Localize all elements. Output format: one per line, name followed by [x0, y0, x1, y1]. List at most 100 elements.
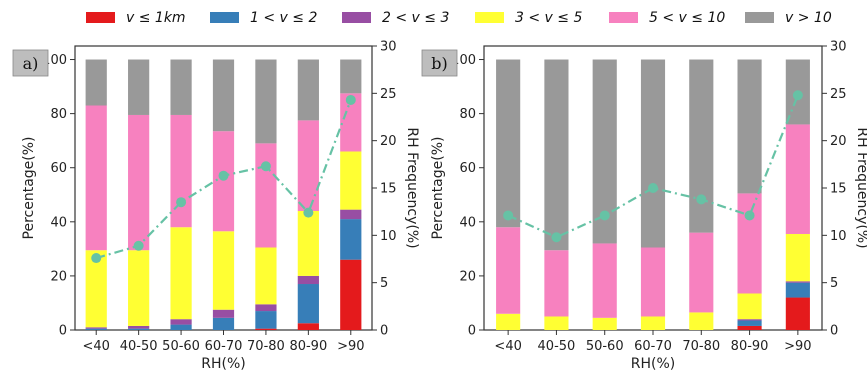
bar-segment: [592, 317, 617, 330]
frequency-point: [551, 232, 562, 243]
bar-segment: [128, 325, 150, 329]
legend-label: 2 < v ≤ 3: [382, 10, 449, 26]
bar-segment: [128, 114, 150, 251]
bar-segment: [640, 247, 666, 317]
bar-segment: [496, 227, 521, 314]
bar-segment: [340, 93, 362, 152]
right-tick-label: 5: [830, 276, 838, 291]
bar-segment: [255, 311, 277, 329]
frequency-point: [696, 194, 707, 205]
bar-segment: [212, 309, 235, 318]
bar-segment: [170, 319, 192, 325]
frequency-point: [176, 197, 187, 208]
bar-segment: [689, 312, 714, 330]
bar-segment: [785, 297, 810, 330]
panel-tag-box: [12, 49, 49, 77]
bar-segment: [128, 250, 150, 326]
bar-segment: [85, 105, 107, 251]
bar-segment: [544, 59, 569, 251]
legend-swatch: [210, 12, 239, 23]
bar-segment: [496, 59, 521, 228]
bar-segment: [340, 151, 362, 210]
x-tick-label: >90: [337, 339, 364, 354]
bar-segment: [212, 317, 235, 330]
bar-segment: [255, 304, 277, 312]
x-tick-label: <40: [494, 339, 521, 354]
bar-segment: [255, 59, 277, 144]
y-axis-title: Percentage(%): [430, 137, 446, 240]
left-tick-label: 20: [459, 269, 476, 284]
left-tick-label: 0: [59, 324, 67, 339]
x-tick-label: 80-90: [731, 339, 769, 354]
x-axis-title: RH(%): [201, 356, 245, 372]
bar-segment: [640, 59, 666, 248]
panel-tag: b): [431, 54, 447, 73]
right-tick-label: 0: [830, 324, 838, 339]
frequency-point: [345, 94, 356, 105]
bar-segment: [785, 233, 810, 282]
frequency-point: [744, 210, 755, 221]
legend-swatch: [745, 12, 774, 23]
frequency-point: [218, 170, 229, 181]
bar-segment: [170, 114, 192, 228]
right-tick-label: 5: [380, 276, 388, 291]
x-tick-label: 40-50: [538, 339, 576, 354]
right-tick-label: 25: [380, 87, 397, 102]
left-tick-label: 40: [50, 215, 67, 230]
legend-label: 1 < v ≤ 2: [250, 10, 317, 26]
right-tick-label: 30: [380, 40, 397, 55]
frequency-point: [91, 253, 102, 264]
bar-segment: [785, 281, 810, 283]
frequency-point: [303, 207, 314, 218]
legend-swatch: [86, 12, 115, 23]
bar-segment: [170, 324, 192, 330]
bar-segment: [212, 59, 235, 132]
right-tick-label: 25: [830, 87, 847, 102]
right-tick-label: 15: [830, 182, 847, 197]
right-tick-label: 10: [830, 229, 847, 244]
bar-segment: [544, 316, 569, 330]
bar-segment: [85, 327, 107, 329]
bar-segment: [255, 328, 277, 330]
bar-segment: [212, 131, 235, 232]
bar-segment: [85, 328, 107, 330]
frequency-point: [599, 210, 610, 221]
panel-tag-box: [421, 49, 458, 77]
bar-segment: [297, 275, 319, 285]
bar-segment: [170, 227, 192, 320]
right-tick-label: 20: [830, 134, 847, 149]
x-tick-label: 50-60: [162, 339, 200, 354]
bar-segment: [737, 320, 762, 326]
bar-segment: [737, 325, 762, 330]
x-axis-title: RH(%): [631, 356, 675, 372]
bar-segment: [170, 59, 192, 115]
bar-segment: [737, 293, 762, 320]
bar-segment: [689, 59, 714, 233]
bar-segment: [297, 210, 319, 276]
bar-segment: [785, 124, 810, 234]
bar-segment: [340, 59, 362, 94]
panel-tag: a): [23, 54, 39, 73]
bar-segment: [255, 247, 277, 305]
legend-swatch: [475, 12, 504, 23]
bar-segment: [85, 59, 107, 106]
legend-swatch: [342, 12, 371, 23]
x-tick-label: 60-70: [634, 339, 672, 354]
left-tick-label: 0: [468, 324, 476, 339]
right-axis-title: RH Frequency(%): [404, 127, 420, 248]
right-tick-label: 15: [380, 182, 397, 197]
left-tick-label: 40: [459, 215, 476, 230]
y-axis-title: Percentage(%): [21, 137, 37, 240]
bar-segment: [297, 120, 319, 211]
frequency-point: [503, 210, 514, 221]
frequency-point: [260, 161, 271, 172]
frequency-point: [133, 240, 144, 251]
x-tick-label: 40-50: [120, 339, 158, 354]
bar-segment: [737, 59, 762, 194]
x-tick-label: >90: [784, 339, 811, 354]
bar-segment: [737, 319, 762, 321]
